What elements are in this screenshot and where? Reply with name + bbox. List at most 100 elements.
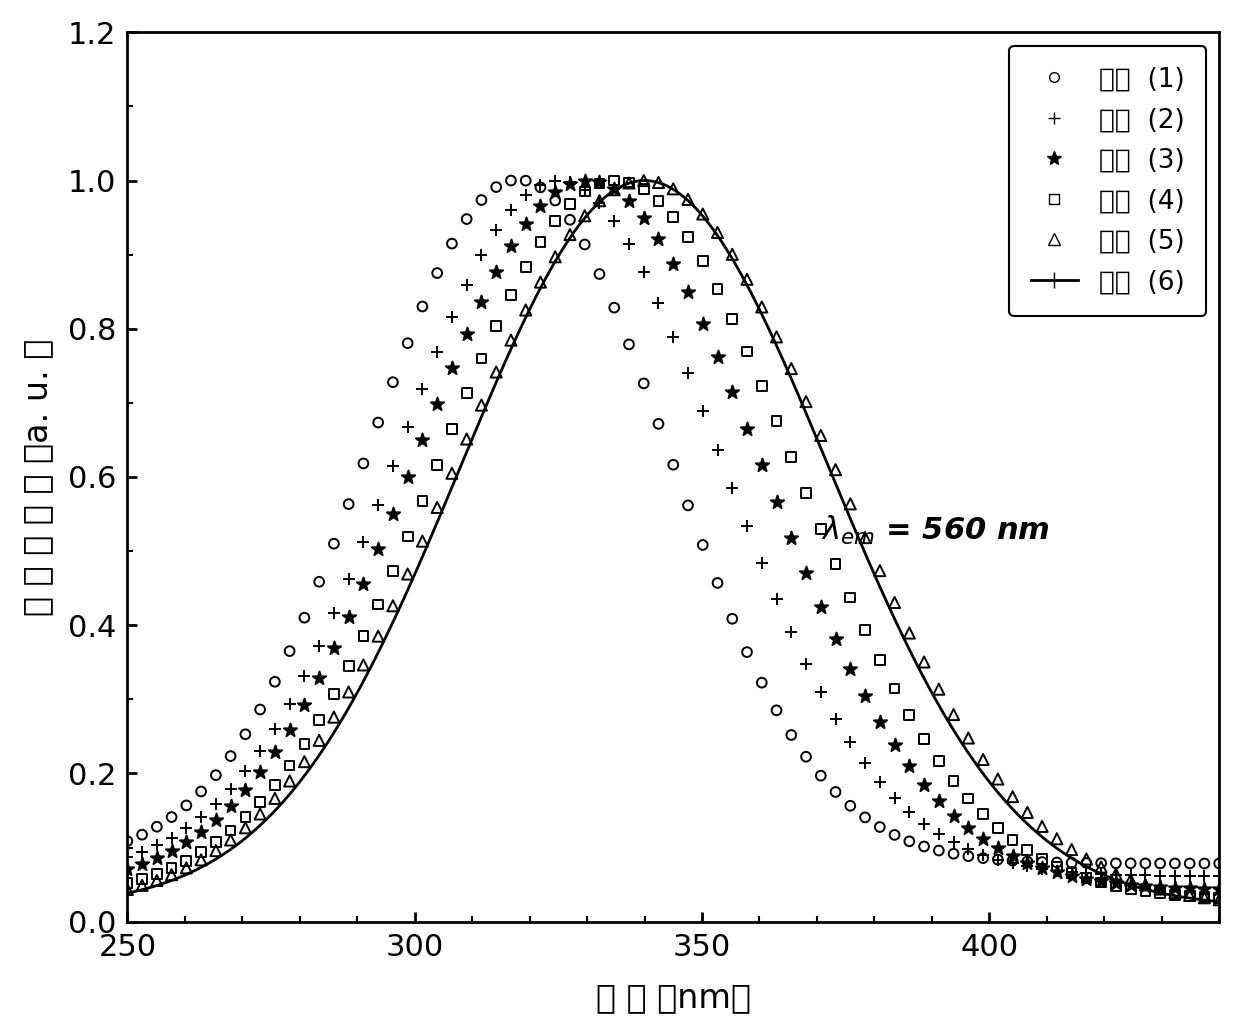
Point: [619, 175, 639, 191]
Point: [368, 414, 388, 431]
Point: [826, 556, 846, 572]
Point: [324, 640, 343, 656]
Point: [619, 336, 639, 353]
Point: [309, 670, 329, 686]
Point: [575, 207, 595, 224]
Point: [841, 798, 861, 815]
Point: [693, 206, 713, 223]
Point: [841, 734, 861, 750]
Point: [353, 575, 373, 592]
Point: [663, 180, 683, 197]
Point: [1061, 864, 1081, 881]
Point: [531, 198, 551, 214]
Point: [368, 496, 388, 512]
Point: [1076, 865, 1096, 882]
Point: [1136, 855, 1156, 871]
Point: [1018, 853, 1038, 869]
Point: [589, 174, 609, 190]
Point: [398, 528, 418, 544]
Point: [250, 743, 270, 760]
Point: [471, 350, 491, 366]
Point: [841, 589, 861, 605]
Point: [265, 790, 285, 806]
Point: [176, 820, 196, 836]
Point: [546, 184, 565, 201]
Point: [118, 881, 138, 897]
Point: [118, 875, 138, 891]
Point: [663, 209, 683, 226]
Point: [546, 212, 565, 229]
Point: [959, 730, 978, 746]
Point: [619, 236, 639, 253]
Point: [856, 688, 875, 705]
Point: [575, 183, 595, 200]
Point: [811, 521, 831, 537]
Point: [751, 378, 771, 394]
Point: [826, 630, 846, 647]
Point: [280, 643, 300, 659]
Point: [856, 621, 875, 638]
Point: [1047, 862, 1066, 879]
Point: [486, 223, 506, 239]
Point: [531, 234, 551, 250]
Point: [265, 776, 285, 793]
Point: [884, 827, 904, 844]
Point: [1003, 848, 1023, 864]
Point: [766, 328, 786, 345]
Point: [604, 299, 624, 316]
Point: [250, 805, 270, 822]
Point: [221, 780, 241, 797]
Point: [678, 191, 698, 208]
Point: [959, 820, 978, 836]
Point: [339, 496, 358, 512]
Point: [1091, 874, 1111, 890]
Point: [1209, 868, 1229, 885]
Point: [826, 462, 846, 478]
Point: [751, 555, 771, 571]
Point: [456, 211, 476, 228]
Point: [737, 271, 756, 288]
Y-axis label: 归 一 化 强 度 （a. u. ）: 归 一 化 强 度 （a. u. ）: [21, 338, 53, 616]
Point: [959, 841, 978, 858]
Point: [604, 181, 624, 198]
Point: [353, 455, 373, 472]
Point: [146, 865, 166, 882]
Point: [678, 229, 698, 245]
Point: [1061, 867, 1081, 884]
Legend: 配比  (1), 配比  (2), 配比  (3), 配比  (4), 配比  (5), 配比  (6): 配比 (1), 配比 (2), 配比 (3), 配比 (4), 配比 (5), …: [1009, 46, 1207, 317]
Point: [133, 877, 153, 893]
Point: [471, 396, 491, 413]
Point: [781, 360, 801, 377]
Point: [589, 195, 609, 211]
Point: [531, 176, 551, 193]
Point: [368, 541, 388, 558]
Point: [398, 469, 418, 485]
Point: [161, 829, 181, 846]
Point: [413, 432, 433, 448]
Point: [221, 748, 241, 765]
Point: [604, 181, 624, 198]
Point: [634, 209, 653, 226]
Point: [1121, 871, 1141, 888]
Point: [1121, 877, 1141, 893]
Point: [1194, 880, 1214, 896]
Point: [1151, 855, 1171, 871]
Point: [501, 238, 521, 255]
Point: [176, 834, 196, 851]
Point: [441, 465, 461, 481]
Point: [1209, 855, 1229, 871]
Point: [280, 721, 300, 738]
Point: [1003, 831, 1023, 848]
Point: [1166, 880, 1185, 896]
Point: [206, 834, 226, 851]
Point: [1032, 854, 1052, 870]
Point: [1194, 868, 1214, 885]
Point: [988, 771, 1008, 788]
Point: [265, 744, 285, 761]
Point: [133, 870, 153, 887]
Point: [176, 797, 196, 814]
Point: [737, 344, 756, 360]
Point: [1166, 855, 1185, 871]
Point: [663, 456, 683, 473]
Point: [1179, 880, 1199, 896]
